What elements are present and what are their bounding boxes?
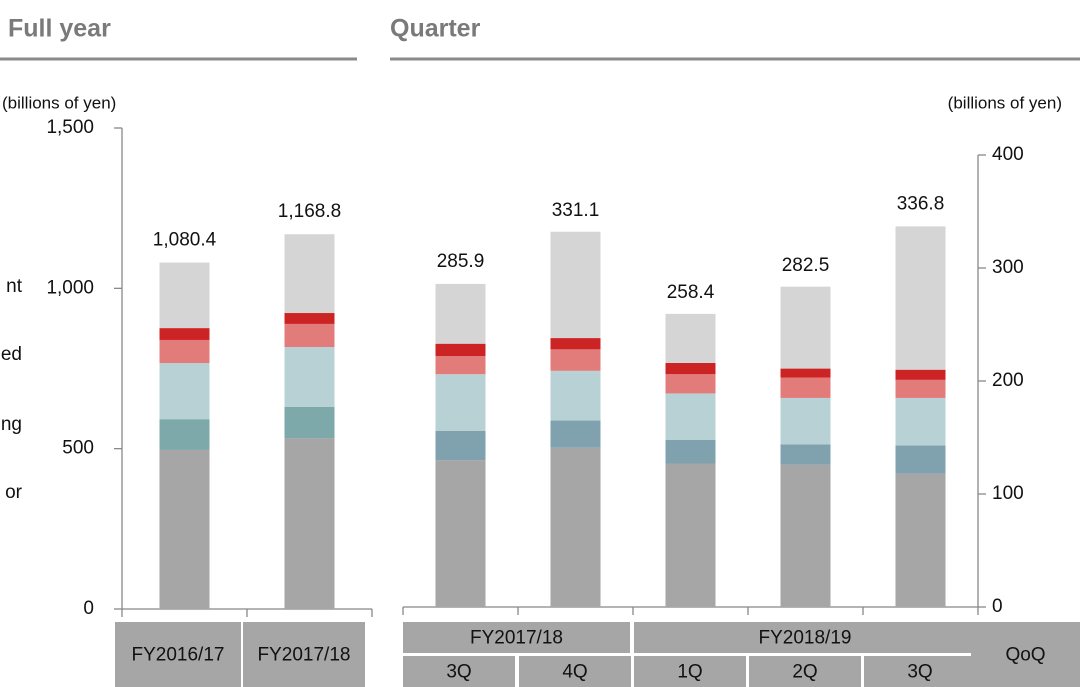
section-title: Quarter [390,15,481,43]
bar-segment [550,231,601,339]
bar-segment [159,419,210,450]
bar-segment [435,356,486,375]
bar-segment [895,226,946,370]
category-label: 4Q [562,662,587,683]
bar-segment [665,362,716,375]
category-label: 3Q [907,662,932,683]
bar-segment [550,370,601,421]
section-title: Full year [8,15,111,43]
bar-segment [665,313,716,363]
y-tick-label: 1,500 [46,117,94,138]
bar-segment [284,313,335,324]
category-label: 2Q [792,662,817,683]
category-cell [115,622,241,687]
bar-segment [284,438,335,609]
total-label: 258.4 [667,282,715,303]
y-tick-label: 200 [992,370,1024,391]
bar-segment [550,338,601,350]
bar-segment [550,447,601,607]
category-label: 1Q [677,662,702,683]
total-label: 336.8 [897,193,945,214]
side-label: ed [1,344,22,365]
bar-segment [895,369,946,380]
bar-segment [159,328,210,340]
bar-segment [780,397,831,445]
category-cell [634,622,976,653]
category-cell [243,622,365,687]
category-label: FY2017/18 [470,628,563,649]
y-tick-label: 500 [62,438,94,459]
category-cell [864,656,976,687]
bar-segment [895,397,946,446]
total-label: 331.1 [552,200,600,221]
bar-segment [435,283,486,344]
y-tick-label: 300 [992,257,1024,278]
bar-segment [550,420,601,448]
bar-segment [284,323,335,348]
bar-segment [895,445,946,474]
category-label: FY2018/19 [759,628,852,649]
total-label: 1,168.8 [278,201,341,222]
category-cell [749,656,861,687]
category-label: FY2016/17 [132,645,225,666]
y-tick-label: 1,000 [46,277,94,298]
side-label: or [5,482,23,503]
bar-segment [895,473,946,607]
total-label: 282.5 [782,255,830,276]
category-cell [403,622,630,653]
bar-segment [435,460,486,607]
bar-segment [780,444,831,465]
bar-segment [159,363,210,420]
category-cell [403,656,515,687]
bar-segment [284,234,335,314]
bar-segment [284,406,335,439]
side-label: ng [1,414,22,435]
bar-segment [159,262,210,329]
bar-segment [665,439,716,464]
bar-segment [780,286,831,369]
total-label: 285.9 [437,251,485,272]
bar-segment [895,379,946,398]
bar-segment [550,349,601,371]
bar-segment [665,374,716,394]
category-label: 3Q [446,662,471,683]
bar-segment [665,393,716,440]
bar-segment [780,368,831,378]
bar-segment [665,463,716,607]
side-label: nt [6,276,23,297]
y-tick-label: 0 [83,598,94,619]
category-cell [971,622,1080,687]
category-label: FY2017/18 [258,645,351,666]
bar-segment [159,449,210,609]
y-tick-label: 400 [992,144,1024,165]
category-cell [519,656,631,687]
y-tick-label: 0 [992,596,1003,617]
y-tick-label: 100 [992,483,1024,504]
bar-segment [435,430,486,461]
total-label: 1,080.4 [153,230,217,251]
axis-label: (billions of yen) [948,93,1062,112]
bar-segment [435,343,486,357]
bar-segment [435,374,486,431]
bar-segment [284,347,335,407]
bar-segment [780,377,831,398]
category-cell [634,656,746,687]
category-label: QoQ [1005,645,1045,666]
axis-label: (billions of yen) [2,93,116,112]
bar-segment [780,464,831,607]
bar-segment [159,339,210,364]
